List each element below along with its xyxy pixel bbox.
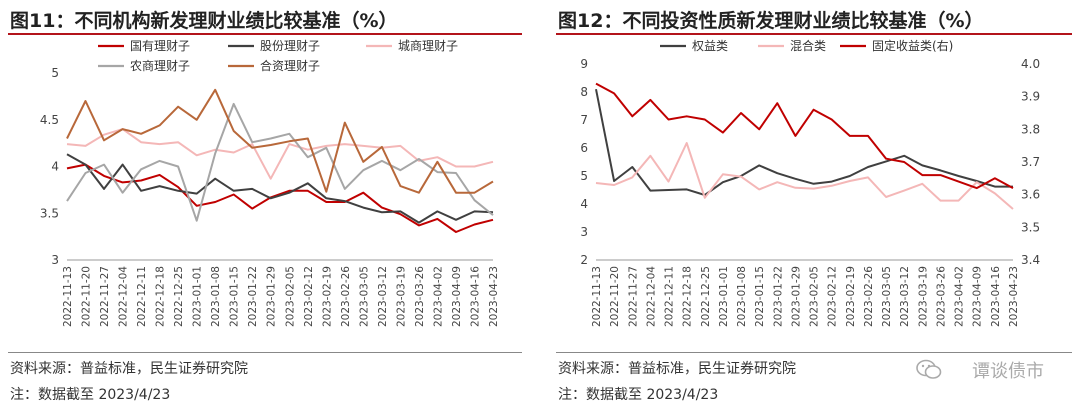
x-tick-label: 2023-03-19 <box>395 266 407 327</box>
y-tick-label: 9 <box>580 57 588 71</box>
y-tick-label: 8 <box>580 85 588 99</box>
x-tick-label: 2023-03-12 <box>899 266 911 327</box>
x-tick-label: 2023-01-15 <box>229 266 241 327</box>
legend-label-5: 合资理财子 <box>260 58 320 73</box>
legend-label-1: 权益类 <box>692 39 728 53</box>
x-tick-label: 2023-01-15 <box>754 266 766 327</box>
x-tick-label: 2023-01-22 <box>772 266 784 327</box>
series-line-2 <box>595 142 1014 210</box>
right-note-text: 注：数据截至 2023/4/23 <box>558 387 719 403</box>
right-figure-title: 图12：不同投资性质新发理财业绩比较基准（%） <box>558 10 984 32</box>
legend-label-2: 股份理财子 <box>260 39 320 53</box>
y-tick-label: 2 <box>580 253 588 267</box>
x-tick-label: 2022-11-13 <box>62 266 74 327</box>
right-footer-rule <box>556 352 1072 353</box>
x-tick-label: 2023-03-05 <box>358 266 370 327</box>
x-tick-label: 2023-03-12 <box>377 266 389 327</box>
x-tick-label: 2022-12-25 <box>700 266 712 327</box>
x-tick-label: 2023-04-02 <box>954 266 966 327</box>
left-footer-rule <box>8 352 522 353</box>
x-tick-label: 2023-01-29 <box>266 266 278 327</box>
x-tick-label: 2023-03-05 <box>881 266 893 327</box>
x-tick-label: 2022-12-18 <box>682 266 694 327</box>
y-tick-label: 5 <box>580 169 588 183</box>
legend-label-2: 混合类 <box>790 38 826 53</box>
left-title-rule <box>8 33 522 35</box>
x-tick-label: 2023-01-01 <box>192 266 204 327</box>
right-figure-panel: 图12：不同投资性质新发理财业绩比较基准（%） 2 3 4 5 6 7 8 9 3.4 3.5 3.… <box>548 0 1080 417</box>
series-line-2 <box>66 153 494 224</box>
x-tick-label: 2022-11-20 <box>609 266 621 327</box>
left-figure-panel: 图11：不同机构新发理财业绩比较基准（%） 3 3.5 4 4.5 5 2022-11-1… <box>0 0 530 417</box>
x-tick-label: 2023-04-23 <box>1008 266 1020 327</box>
y2-tick-label: 3.9 <box>1021 90 1040 104</box>
x-tick-label: 2023-02-19 <box>845 266 857 327</box>
x-tick-label: 2022-12-18 <box>155 266 167 327</box>
x-tick-label: 2023-04-09 <box>451 266 463 327</box>
series-line-5 <box>66 88 494 194</box>
x-tick-label: 2022-12-04 <box>645 266 657 327</box>
x-tick-label: 2022-11-27 <box>627 266 639 327</box>
left-figure-title: 图11：不同机构新发理财业绩比较基准（%） <box>10 10 398 32</box>
x-tick-label: 2022-12-04 <box>118 266 130 327</box>
series-line-1 <box>66 163 494 233</box>
x-tick-label: 2023-03-26 <box>935 266 947 327</box>
wechat-icon <box>916 359 942 379</box>
series-line-3 <box>595 82 1014 190</box>
x-tick-label: 2023-03-26 <box>414 266 426 327</box>
y-tick-label: 4 <box>580 197 588 211</box>
x-tick-label: 2023-02-26 <box>340 266 352 327</box>
x-tick-label: 2022-12-11 <box>664 266 676 327</box>
x-tick-label: 2023-02-05 <box>284 266 296 327</box>
x-tick-label: 2022-12-25 <box>173 266 185 327</box>
x-tick-label: 2023-04-16 <box>990 266 1002 327</box>
x-tick-label: 2023-02-12 <box>303 266 315 327</box>
y2-tick-label: 3.7 <box>1021 155 1040 169</box>
watermark-text: 谭谈债市 <box>972 361 1044 382</box>
x-tick-label: 2023-01-01 <box>718 266 730 327</box>
x-tick-label: 2023-01-29 <box>790 266 802 327</box>
y-tick-label: 6 <box>580 141 588 155</box>
x-tick-label: 2023-04-23 <box>488 266 500 327</box>
legend-label-3: 城商理财子 <box>398 38 458 53</box>
x-tick-label: 2023-04-09 <box>972 266 984 327</box>
y-tick-label: 3 <box>51 253 59 267</box>
y2-tick-label: 3.5 <box>1021 220 1040 234</box>
legend-label-3: 固定收益类(右) <box>872 38 953 53</box>
x-tick-label: 2022-11-13 <box>591 266 603 327</box>
y2-tick-label: 3.4 <box>1021 253 1040 267</box>
series-line-4 <box>66 102 494 222</box>
legend-label-1: 国有理财子 <box>130 39 190 53</box>
x-tick-label: 2022-11-27 <box>99 266 111 327</box>
y2-tick-label: 3.8 <box>1021 122 1040 136</box>
y2-tick-label: 3.6 <box>1021 188 1040 202</box>
y-tick-label: 7 <box>580 113 588 127</box>
x-tick-label: 2023-01-08 <box>210 266 222 327</box>
x-tick-label: 2023-01-22 <box>247 266 259 327</box>
y-tick-label: 5 <box>51 66 59 80</box>
x-tick-label: 2023-04-02 <box>432 266 444 327</box>
left-source-text: 资料来源：普益标准，民生证券研究院 <box>10 361 248 377</box>
x-tick-label: 2022-12-11 <box>136 266 148 327</box>
x-tick-label: 2023-02-12 <box>827 266 839 327</box>
series-line-1 <box>595 89 1013 196</box>
right-chart: 2 3 4 5 6 7 8 9 3.4 3.5 3.6 3.7 3.8 3.9 4.0 2022-11-13 2… <box>580 38 1040 327</box>
x-tick-label: 2023-02-05 <box>809 266 821 327</box>
x-tick-label: 2023-04-16 <box>469 266 481 327</box>
x-tick-label: 2023-01-08 <box>736 266 748 327</box>
x-tick-label: 2023-02-19 <box>321 266 333 327</box>
y2-tick-label: 4.0 <box>1021 57 1040 71</box>
x-tick-label: 2023-03-19 <box>917 266 929 327</box>
y-tick-label: 4 <box>51 160 59 174</box>
right-source-text: 资料来源：普益标准，民生证券研究院 <box>558 361 796 377</box>
legend-label-4: 农商理财子 <box>130 58 190 73</box>
x-tick-label: 2022-11-20 <box>81 266 93 327</box>
y-tick-label: 3.5 <box>40 206 59 220</box>
y-tick-label: 4.5 <box>40 113 59 127</box>
left-note-text: 注：数据截至 2023/4/23 <box>10 387 171 403</box>
x-tick-label: 2023-02-26 <box>863 266 875 327</box>
y-tick-label: 3 <box>580 225 588 239</box>
right-title-rule <box>556 33 1072 35</box>
left-chart: 3 3.5 4 4.5 5 2022-11-13 2022-11-20 2022-11-27 2… <box>40 38 500 327</box>
